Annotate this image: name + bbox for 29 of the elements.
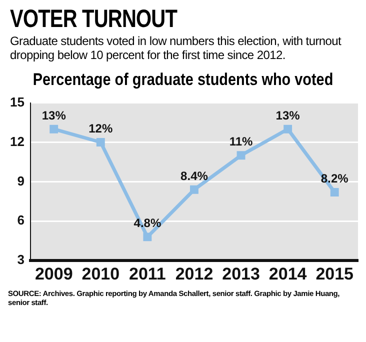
x-tick-label: 2012 [175,264,214,284]
data-label: 4.8% [134,216,162,230]
x-tick-label: 2010 [82,264,120,284]
data-label: 8.4% [180,168,208,183]
y-tick-label: 12 [10,134,24,149]
y-tick-label: 3 [17,252,24,268]
point [330,188,339,196]
x-tick-label: 2011 [128,264,166,284]
point [190,185,198,194]
x-tick-label: 2009 [34,264,73,284]
x-tick-label: 2014 [268,264,308,284]
point [284,124,292,134]
chart-title: VOTER TURNOUT [10,5,178,33]
point [236,151,246,160]
point [143,232,152,242]
data-label: 12% [88,122,113,136]
point [50,124,58,134]
y-tick-label: 6 [17,212,24,228]
x-tick-label: 2013 [222,264,260,284]
x-tick-label: 2015 [316,264,354,284]
y-tick-label: 9 [17,173,24,188]
data-label: 8.2% [320,172,349,186]
y-axis-title: Percentage of graduate students who voted [32,70,334,89]
data-label: 11% [229,134,254,149]
chart-subtitle: Graduate students voted in low numbers this election, with turnout dropping below 10 percent for the first time since 2012. [10,34,342,62]
data-label: 13% [42,108,66,122]
data-label: 13% [276,108,300,122]
y-tick-label: 15 [10,94,24,110]
point [96,138,105,146]
